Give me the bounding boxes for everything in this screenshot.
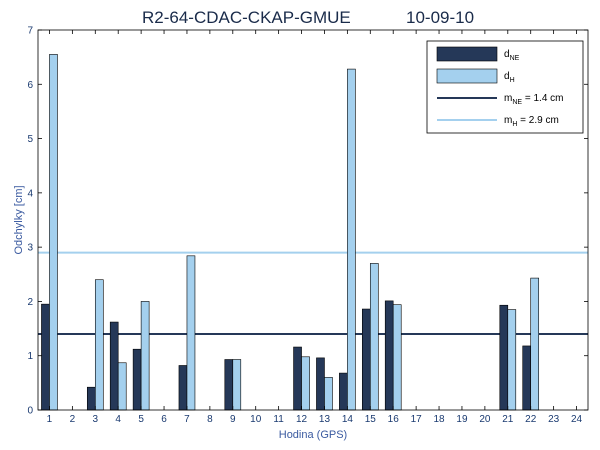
- y-tick-label-4: 4: [27, 188, 33, 199]
- bar-d-h-12: [301, 356, 310, 411]
- bar-d-h-13: [324, 377, 333, 411]
- chart-title-left: R2-64-CDAC-CKAP-GMUE: [142, 8, 351, 27]
- bar-d-h-7: [186, 255, 196, 411]
- x-tick-label-18: 18: [433, 414, 445, 425]
- y-tick-label-7: 7: [27, 26, 33, 37]
- legend-entry-ref-2: mH = 2.9 cm: [504, 115, 559, 128]
- legend: dNE dH mNE = 1.4 cm mH = 2.9 cm: [426, 40, 584, 134]
- x-tick-label-17: 17: [411, 414, 423, 425]
- y-tick-label-6: 6: [27, 80, 33, 91]
- bar-d-ne-22: [522, 345, 532, 411]
- y-axis-label: Odchylky [cm]: [13, 185, 25, 254]
- bar-d-ne-16: [384, 300, 394, 411]
- x-tick-label-14: 14: [342, 414, 354, 425]
- x-axis-label: Hodina (GPS): [279, 429, 347, 441]
- bar-d-h-16: [392, 304, 402, 411]
- bar-d-ne-14: [339, 372, 348, 411]
- y-tick-label-0: 0: [27, 406, 33, 417]
- legend-entry-d-h: dH: [504, 71, 515, 84]
- x-tick-label-6: 6: [161, 414, 167, 425]
- x-tick-label-3: 3: [93, 414, 99, 425]
- x-tick-label-21: 21: [502, 414, 514, 425]
- chart-title-right: 10-09-10: [406, 8, 474, 27]
- x-tick-label-7: 7: [184, 414, 190, 425]
- x-tick-label-23: 23: [548, 414, 560, 425]
- x-tick-label-8: 8: [207, 414, 213, 425]
- x-tick-label-2: 2: [70, 414, 76, 425]
- bar-d-h-15: [369, 263, 379, 411]
- bar-d-h-21: [507, 309, 517, 411]
- x-tick-label-13: 13: [319, 414, 331, 425]
- bar-d-ne-9: [224, 359, 234, 411]
- bar-d-h-5: [140, 301, 150, 411]
- bar-d-ne-4: [109, 321, 119, 411]
- y-tick-label-5: 5: [27, 134, 33, 145]
- bar-d-h-1: [49, 54, 58, 411]
- x-tick-label-22: 22: [525, 414, 537, 425]
- y-tick-label-3: 3: [27, 243, 33, 254]
- bar-d-ne-13: [316, 357, 325, 411]
- legend-swatch-d-h: [436, 68, 498, 84]
- x-tick-label-1: 1: [47, 414, 53, 425]
- y-tick-label-1: 1: [27, 351, 33, 362]
- x-tick-label-20: 20: [479, 414, 491, 425]
- bar-d-h-9: [232, 359, 242, 411]
- x-tick-label-16: 16: [388, 414, 400, 425]
- x-tick-label-19: 19: [456, 414, 468, 425]
- bar-d-ne-5: [132, 348, 142, 411]
- x-tick-label-9: 9: [230, 414, 236, 425]
- x-tick-label-5: 5: [138, 414, 144, 425]
- x-tick-label-24: 24: [571, 414, 583, 425]
- legend-swatch-d-ne: [436, 46, 498, 62]
- bar-d-h-22: [530, 277, 540, 411]
- bar-d-ne-12: [293, 346, 302, 411]
- y-tick-label-2: 2: [27, 297, 33, 308]
- legend-entry-d-ne: dNE: [504, 49, 520, 62]
- bar-d-h-4: [117, 362, 127, 411]
- x-tick-label-15: 15: [365, 414, 377, 425]
- bar-d-ne-1: [41, 303, 50, 411]
- bar-d-h-3: [94, 279, 104, 411]
- x-tick-label-11: 11: [273, 414, 284, 425]
- x-tick-label-10: 10: [250, 414, 262, 425]
- x-tick-label-12: 12: [296, 414, 308, 425]
- bar-d-ne-3: [86, 386, 96, 411]
- x-tick-label-4: 4: [115, 414, 121, 425]
- bar-d-ne-21: [499, 304, 509, 411]
- legend-entry-ref-1: mNE = 1.4 cm: [504, 93, 563, 106]
- bar-d-h-14: [347, 68, 356, 411]
- plot-frame: [37, 29, 589, 411]
- bar-d-ne-7: [178, 365, 188, 411]
- bar-d-ne-15: [361, 308, 371, 411]
